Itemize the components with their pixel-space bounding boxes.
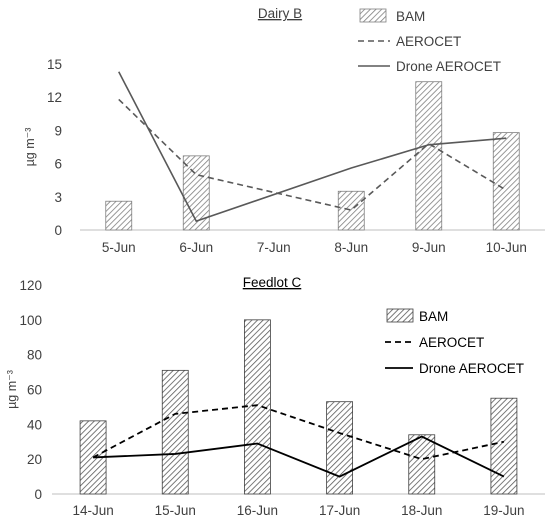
y-tick-label: 20 xyxy=(27,452,42,467)
x-tick-label: 8-Jun xyxy=(334,240,368,255)
bar-bam xyxy=(326,401,353,495)
y-tick-label: 0 xyxy=(54,223,62,238)
y-tick-label: 80 xyxy=(27,348,42,363)
y-axis-label: µg m⁻³ xyxy=(5,370,19,409)
y-tick-label: 6 xyxy=(54,157,62,172)
x-tick-label: 9-Jun xyxy=(412,240,446,255)
feedlot-c-chart: Feedlot C µg m⁻³ 0 20 40 60 80 100 120 14-Jun 15-J… xyxy=(5,275,545,518)
legend-label: AEROCET xyxy=(419,335,484,350)
line-aerocet xyxy=(118,98,507,211)
dairy-b-chart: Dairy B µg m⁻³ 0 3 6 9 12 15 5-Jun 6-Jun 7-Jun 8-Ju… xyxy=(23,6,545,255)
y-tick-label: 0 xyxy=(34,487,42,502)
line-drone-aerocet xyxy=(118,71,507,223)
x-tick-label: 10-Jun xyxy=(486,240,527,255)
chart-title: Dairy B xyxy=(258,6,302,21)
y-tick-label: 60 xyxy=(27,383,42,398)
bar-bam xyxy=(415,81,443,231)
chart-title: Feedlot C xyxy=(243,275,302,290)
line-drone-aerocet xyxy=(93,435,505,478)
x-tick-label: 15-Jun xyxy=(155,503,196,518)
bar-bam xyxy=(182,155,210,231)
x-tick-label: 16-Jun xyxy=(237,503,278,518)
x-tick-label: 5-Jun xyxy=(102,240,136,255)
legend-label: BAM xyxy=(396,9,425,24)
y-tick-label: 12 xyxy=(47,90,62,105)
x-tick-label: 6-Jun xyxy=(179,240,213,255)
bar-bam xyxy=(490,397,518,495)
legend-label: Drone AEROCET xyxy=(396,59,501,74)
bar-bam xyxy=(492,132,520,231)
x-tick-label: 19-Jun xyxy=(483,503,524,518)
y-tick-label: 9 xyxy=(54,123,62,138)
legend-label: Drone AEROCET xyxy=(419,361,524,376)
legend-swatch-bam xyxy=(386,308,414,323)
y-axis-label: µg m⁻³ xyxy=(23,128,37,167)
legend-swatch-bam xyxy=(359,8,387,23)
x-tick-label: 17-Jun xyxy=(319,503,360,518)
bar-bam xyxy=(105,200,133,231)
bar-bam xyxy=(244,319,271,495)
y-tick-label: 100 xyxy=(19,313,42,328)
line-aerocet xyxy=(92,404,505,461)
y-tick-label: 3 xyxy=(54,190,62,205)
y-tick-label: 120 xyxy=(19,278,42,293)
x-tick-label: 18-Jun xyxy=(401,503,442,518)
bar-bam xyxy=(161,369,189,495)
bar-bam xyxy=(408,434,436,495)
y-tick-label: 15 xyxy=(47,57,62,72)
legend-label: AEROCET xyxy=(396,34,461,49)
y-tick-label: 40 xyxy=(27,417,42,432)
x-tick-label: 14-Jun xyxy=(72,503,113,518)
bar-bam xyxy=(337,190,365,231)
x-tick-label: 7-Jun xyxy=(257,240,291,255)
legend-label: BAM xyxy=(419,309,448,324)
